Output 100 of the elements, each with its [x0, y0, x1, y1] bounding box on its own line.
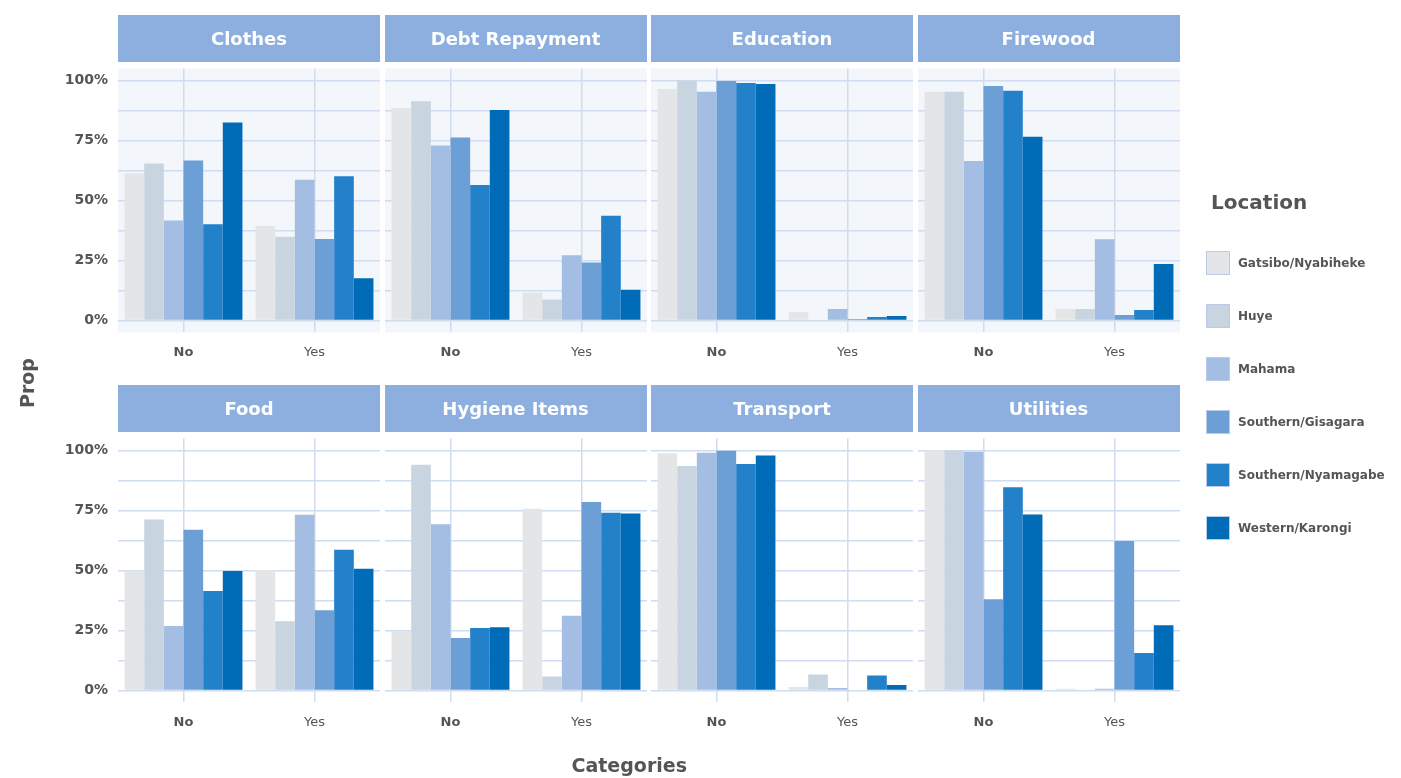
y-tick-label: 25%: [74, 621, 108, 638]
bar: [867, 675, 887, 690]
chart-title: Firewood: [917, 15, 1180, 62]
bar: [469, 185, 490, 320]
bar: [522, 292, 542, 320]
bar: [1114, 541, 1134, 690]
legend-label: Gatsibo/Nyabiheke: [1238, 255, 1366, 270]
bar: [183, 160, 204, 320]
x-tick-label: No: [706, 343, 727, 359]
x-tick-label: No: [973, 343, 993, 359]
bar: [410, 101, 431, 320]
bar: [163, 220, 184, 320]
bar: [541, 299, 562, 320]
y-tick-label: 100%: [64, 71, 108, 88]
bar: [430, 524, 450, 690]
x-tick-label: Yes: [303, 713, 326, 729]
bar: [410, 464, 431, 690]
x-tick-label: No: [973, 713, 993, 729]
bar: [943, 450, 964, 690]
bar: [144, 163, 164, 320]
bar: [561, 615, 581, 690]
chart-title: Clothes: [118, 15, 380, 62]
bar: [827, 309, 848, 320]
bar: [716, 81, 737, 320]
bar: [1022, 514, 1042, 690]
bar: [736, 464, 756, 690]
bar: [124, 570, 145, 690]
bar: [1133, 310, 1154, 320]
bar: [391, 630, 411, 690]
x-tick-label: Yes: [1102, 343, 1125, 359]
x-tick-label: Yes: [836, 713, 859, 729]
bar: [963, 451, 983, 690]
chart-title: Transport: [651, 385, 913, 432]
bar: [183, 529, 204, 690]
bar: [163, 626, 184, 690]
bar: [657, 89, 678, 320]
bar: [450, 638, 470, 690]
bar: [943, 91, 964, 320]
x-tick-label: No: [440, 713, 460, 729]
bar: [696, 452, 717, 690]
chart-title: Hygiene Items: [384, 385, 647, 432]
bar: [1002, 487, 1023, 690]
bar: [541, 676, 562, 690]
bar: [581, 502, 601, 690]
legend-label: Southern/Nyamagabe: [1238, 467, 1385, 482]
x-tick-label: Yes: [303, 343, 326, 359]
bar: [600, 215, 621, 320]
y-tick-label: 0%: [84, 311, 108, 328]
bar: [983, 85, 1003, 320]
bar: [581, 262, 601, 320]
bar: [222, 570, 243, 690]
x-tick-label: No: [440, 343, 460, 359]
x-tick-label: Yes: [569, 713, 592, 729]
bar: [1074, 309, 1095, 320]
bar: [353, 278, 374, 320]
bar: [1153, 264, 1173, 320]
bar: [755, 455, 776, 690]
y-tick-label: 25%: [74, 251, 108, 268]
y-tick-label: 75%: [74, 131, 108, 148]
bar: [489, 109, 509, 320]
bar: [522, 508, 542, 690]
x-tick-label: Yes: [569, 343, 592, 359]
bar: [294, 179, 315, 320]
bar: [1153, 625, 1173, 690]
x-tick-label: No: [173, 343, 194, 359]
y-tick-label: 50%: [74, 191, 108, 208]
bar: [144, 519, 164, 690]
x-tick-label: Yes: [836, 343, 859, 359]
bar: [314, 610, 335, 690]
bar: [391, 108, 411, 320]
bar: [353, 568, 374, 690]
bar: [314, 239, 335, 320]
x-axis-title: Categories: [571, 754, 687, 776]
bar: [736, 83, 756, 320]
bar: [983, 599, 1003, 690]
bar: [924, 450, 944, 690]
chart-title: Education: [651, 15, 913, 62]
bar: [788, 312, 809, 320]
bar: [203, 224, 223, 320]
bar: [600, 512, 621, 690]
chart-title: Food: [118, 385, 380, 432]
bar: [334, 176, 354, 320]
y-tick-label: 75%: [74, 501, 108, 518]
legend-label: Mahama: [1238, 361, 1296, 376]
bar: [561, 255, 581, 320]
bar: [886, 316, 907, 320]
bar: [867, 317, 887, 320]
bar: [886, 685, 907, 690]
bar: [124, 173, 145, 320]
legend-label: Southern/Gisagara: [1238, 414, 1365, 429]
x-tick-label: No: [173, 713, 194, 729]
chart-title: Debt Repayment: [384, 15, 647, 62]
bar: [222, 122, 243, 320]
bar: [677, 80, 697, 320]
x-tick-label: Yes: [1102, 713, 1125, 729]
bar: [1114, 315, 1134, 320]
bar: [489, 627, 509, 690]
bar: [1094, 239, 1114, 320]
bar: [203, 591, 223, 690]
bar: [469, 628, 490, 690]
